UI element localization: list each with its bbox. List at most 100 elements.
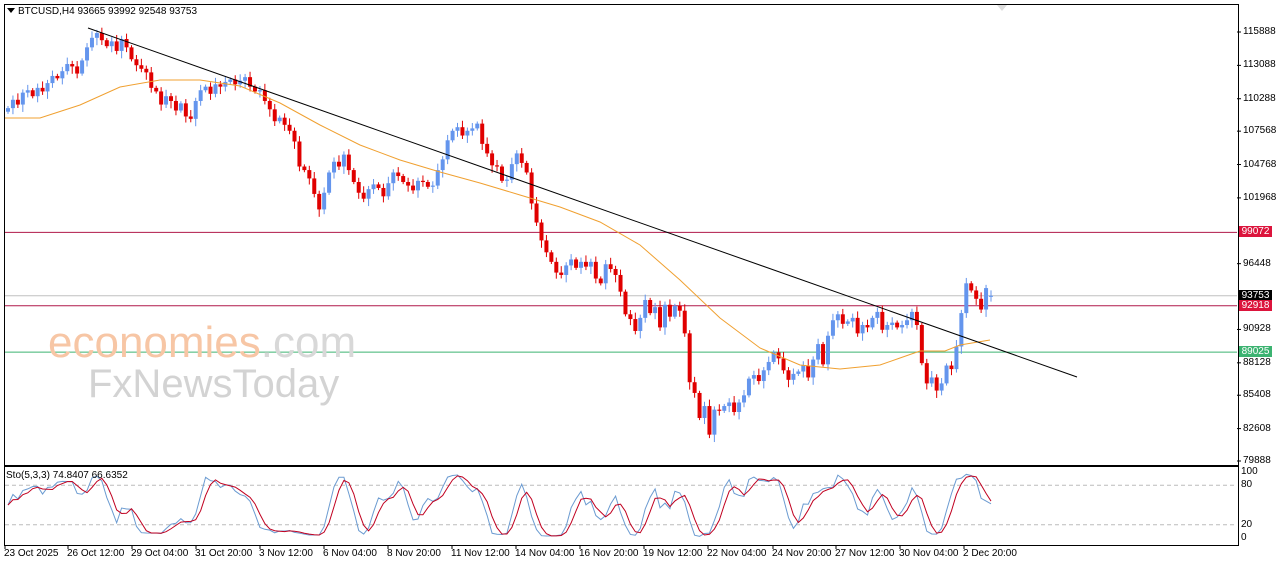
candle-body <box>583 261 588 267</box>
candle-body <box>821 344 826 365</box>
candle-body <box>124 39 129 48</box>
candle-body <box>633 319 638 331</box>
candle-body <box>662 304 667 328</box>
candle-body <box>677 305 682 311</box>
shift-arrow-icon[interactable] <box>997 5 1007 11</box>
candle-body <box>193 100 198 119</box>
candle-body <box>702 406 707 418</box>
candle-body <box>816 344 821 360</box>
candle-body <box>119 39 124 51</box>
candle-body <box>638 317 643 331</box>
price-axis-label: 101968 <box>1243 191 1277 203</box>
candle-body <box>830 320 835 336</box>
candle-body <box>875 311 880 318</box>
candle-body <box>835 314 840 321</box>
candle-body <box>890 322 895 326</box>
price-axis-label: 90928 <box>1243 323 1271 335</box>
candle-body <box>509 164 514 180</box>
candle-body <box>914 311 919 326</box>
time-axis-label: 30 Nov 04:00 <box>899 548 959 559</box>
candle-body <box>909 311 914 321</box>
candle-body <box>99 33 104 41</box>
candle-body <box>50 75 55 84</box>
candle-body <box>465 130 470 136</box>
candle-body <box>164 96 169 105</box>
candle-body <box>939 383 944 391</box>
candle-body <box>524 162 529 173</box>
candle-body <box>228 79 233 82</box>
candle-body <box>959 313 964 347</box>
candle-body <box>682 310 687 334</box>
candle-body <box>840 314 845 324</box>
price-tag-92918: 92918 <box>1239 299 1272 311</box>
candle-body <box>15 99 20 105</box>
candle-body <box>371 184 376 190</box>
candle-body <box>919 325 924 364</box>
candle-body <box>845 321 850 324</box>
candle-body <box>944 365 949 384</box>
candle-body <box>20 92 25 105</box>
candle-body <box>801 365 806 372</box>
candle-body <box>460 127 465 136</box>
price-tag-93753: 93753 <box>1239 289 1272 301</box>
candle-body <box>109 41 114 47</box>
candle-body <box>272 109 277 122</box>
time-axis-label: 23 Oct 2025 <box>4 548 59 559</box>
candle-body <box>766 361 771 371</box>
price-axis-label: 115888 <box>1243 26 1276 37</box>
candle-body <box>401 176 406 183</box>
time-axis-label: 16 Nov 20:00 <box>579 548 639 559</box>
candle-body <box>746 378 751 396</box>
candle-body <box>672 305 677 317</box>
candle-body <box>470 128 475 131</box>
candle-body <box>717 409 722 411</box>
candle-body <box>490 153 495 166</box>
candle-body <box>159 91 164 105</box>
time-axis-label: 19 Nov 12:00 <box>643 548 703 559</box>
candle-body <box>238 80 243 85</box>
candle-body <box>495 165 500 167</box>
candle-body <box>6 108 10 112</box>
candle-body <box>208 86 213 94</box>
candle-body <box>10 99 15 109</box>
sto-axis-label: 0 <box>1241 532 1247 543</box>
candle-body <box>203 86 208 91</box>
moving-average-line <box>5 79 991 370</box>
candle-body <box>341 154 346 167</box>
time-axis-label: 14 Nov 04:00 <box>515 548 575 559</box>
candle-body <box>94 33 99 38</box>
watermark-economies: economies.com <box>48 318 357 367</box>
time-axis-label: 26 Oct 12:00 <box>67 548 125 559</box>
candle-body <box>895 322 900 328</box>
candle-body <box>75 66 80 74</box>
candle-body <box>924 363 929 384</box>
candle-body <box>643 299 648 318</box>
candle-body <box>213 84 218 94</box>
candle-body <box>929 377 934 384</box>
candle-body <box>435 170 440 186</box>
candle-body <box>40 87 45 92</box>
candle-body <box>722 406 727 411</box>
candle-body <box>376 184 381 188</box>
dropdown-triangle-icon[interactable] <box>7 8 15 13</box>
candle-body <box>579 261 584 268</box>
downtrend-line <box>87 27 1078 378</box>
candle-body <box>450 130 455 141</box>
candle-body <box>114 41 119 51</box>
candle-body <box>178 103 183 111</box>
candle-body <box>806 365 811 378</box>
candle-body <box>984 288 989 310</box>
candle-body <box>855 317 860 334</box>
candle-body <box>134 59 139 66</box>
candle-body <box>593 261 598 279</box>
candle-body <box>485 143 490 154</box>
candle-body <box>648 299 653 314</box>
candle-body <box>712 409 717 435</box>
candle-body <box>144 68 149 73</box>
candle-body <box>613 269 618 275</box>
candle-body <box>366 189 371 199</box>
symbol-ohlc-label: BTCUSD,H4 93665 93992 92548 93753 <box>18 6 198 17</box>
candle-body <box>554 261 559 273</box>
candle-body <box>430 185 435 187</box>
time-axis-label: 22 Nov 04:00 <box>707 548 767 559</box>
